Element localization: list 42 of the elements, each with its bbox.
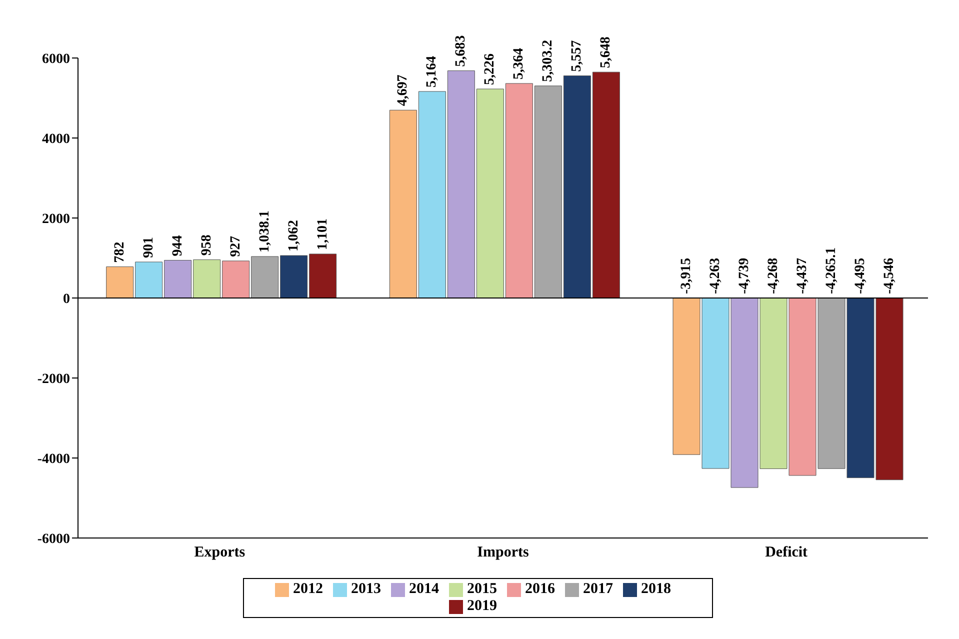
data-label: 958 bbox=[199, 234, 214, 256]
data-label: -4,739 bbox=[737, 258, 752, 294]
legend-label: 2013 bbox=[351, 581, 381, 597]
data-label: 5,364 bbox=[512, 48, 527, 80]
data-label: 944 bbox=[170, 235, 186, 256]
x-tick-label: Deficit bbox=[765, 544, 808, 561]
legend-label: 2014 bbox=[409, 581, 439, 597]
data-label: -4,495 bbox=[853, 258, 868, 294]
data-label: 1,062 bbox=[286, 220, 302, 252]
data-label: 1,038.1 bbox=[257, 210, 272, 252]
data-label: -4,265.1 bbox=[824, 247, 839, 294]
legend-label: 2017 bbox=[583, 581, 613, 597]
legend-label: 2012 bbox=[293, 581, 323, 597]
data-label: -4,263 bbox=[708, 258, 723, 294]
y-tick-label: 2000 bbox=[42, 212, 70, 227]
data-label: 5,226 bbox=[482, 53, 498, 85]
data-label: -4,546 bbox=[882, 258, 897, 294]
legend-label: 2018 bbox=[641, 581, 671, 597]
y-tick-label: 4000 bbox=[42, 132, 70, 147]
data-label: 4,697 bbox=[396, 74, 411, 106]
legend-label: 2016 bbox=[525, 581, 555, 597]
data-label: 782 bbox=[112, 242, 128, 263]
data-label: -4,437 bbox=[795, 258, 810, 294]
data-label: 1,101 bbox=[315, 218, 330, 250]
y-tick-label: 6000 bbox=[42, 52, 70, 67]
data-label: 5,683 bbox=[454, 35, 469, 67]
y-tick-label: -6000 bbox=[37, 532, 70, 547]
data-label: 927 bbox=[228, 236, 244, 257]
data-label: -4,268 bbox=[766, 258, 781, 294]
data-label: 5,303.2 bbox=[540, 40, 556, 82]
data-label: -3,915 bbox=[679, 258, 694, 294]
data-label: 901 bbox=[141, 236, 156, 258]
x-tick-label: Exports bbox=[194, 544, 246, 561]
data-label: 5,557 bbox=[570, 40, 585, 72]
y-tick-label: -4000 bbox=[37, 452, 70, 467]
legend-label: 2015 bbox=[467, 581, 497, 597]
y-tick-label: -2000 bbox=[37, 372, 70, 387]
data-label: 5,648 bbox=[598, 36, 614, 68]
data-label: 5,164 bbox=[424, 56, 440, 88]
y-tick-label: 0 bbox=[63, 292, 70, 307]
legend-label: 2019 bbox=[467, 598, 497, 614]
x-tick-label: Imports bbox=[477, 544, 529, 561]
